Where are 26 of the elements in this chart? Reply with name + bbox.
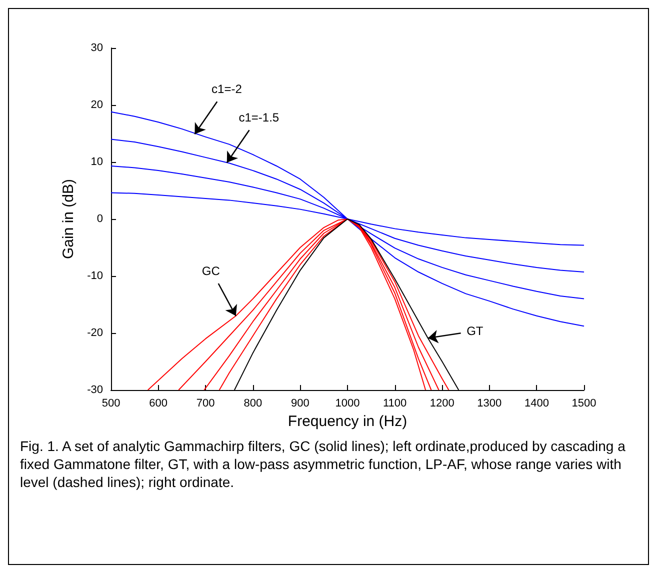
y-tick-label: 0 — [96, 213, 103, 225]
x-tick-label: 800 — [244, 398, 262, 410]
x-tick-label: 600 — [149, 398, 168, 410]
annotation: c1=-2 — [212, 82, 242, 96]
y-tick-label: -10 — [87, 270, 103, 282]
x-tick-label: 700 — [196, 398, 215, 410]
caption: Fig. 1. A set of analytic Gammachirp filters, GC (solid lines); left ordinate,produced by cascading a fixed Gammatone filter, GT, with a low-pass asymmetric function, LP-AF, whose range varies with level (dashed lines); right ordinate. — [20, 438, 630, 490]
x-tick-label: 1300 — [477, 398, 502, 410]
x-tick-label: 1400 — [524, 398, 549, 410]
annotation: GC — [202, 264, 220, 278]
x-axis-title: Frequency in (Hz) — [288, 412, 408, 430]
y-tick-label: 30 — [90, 42, 103, 54]
annotation: c1=-1.5 — [238, 110, 280, 125]
x-tick-label: 900 — [291, 398, 310, 410]
x-tick-label: 1500 — [572, 398, 596, 410]
x-tick-label: 1000 — [335, 398, 360, 410]
y-axis-title: Gain in (dB) — [60, 178, 77, 260]
y-tick-label: 10 — [90, 156, 103, 168]
x-tick-label: 1100 — [382, 398, 407, 410]
y-tick-label: -30 — [87, 384, 103, 396]
y-tick-label: -20 — [87, 327, 103, 339]
y-tick-label: 20 — [90, 99, 103, 111]
x-tick-label: 1200 — [430, 398, 454, 410]
x-tick-label: 500 — [102, 398, 120, 410]
annotation: GT — [466, 324, 484, 338]
line-series — [110, 111, 584, 327]
